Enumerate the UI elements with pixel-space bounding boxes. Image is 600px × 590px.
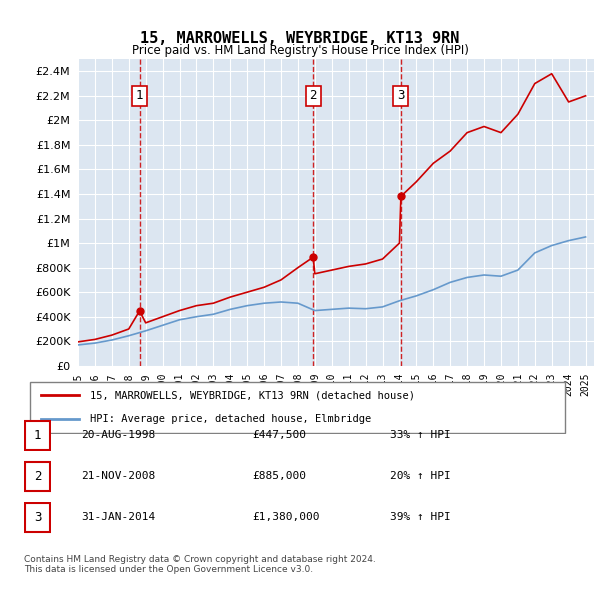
- Text: Price paid vs. HM Land Registry's House Price Index (HPI): Price paid vs. HM Land Registry's House …: [131, 44, 469, 57]
- Text: 15, MARROWELLS, WEYBRIDGE, KT13 9RN: 15, MARROWELLS, WEYBRIDGE, KT13 9RN: [140, 31, 460, 46]
- Text: 15, MARROWELLS, WEYBRIDGE, KT13 9RN (detached house): 15, MARROWELLS, WEYBRIDGE, KT13 9RN (det…: [90, 391, 415, 401]
- FancyBboxPatch shape: [25, 421, 50, 450]
- Text: 2: 2: [34, 470, 41, 483]
- Text: 33% ↑ HPI: 33% ↑ HPI: [390, 430, 451, 440]
- Text: 31-JAN-2014: 31-JAN-2014: [81, 513, 155, 522]
- Text: Contains HM Land Registry data © Crown copyright and database right 2024.: Contains HM Land Registry data © Crown c…: [24, 555, 376, 564]
- Text: £885,000: £885,000: [252, 471, 306, 481]
- Text: 39% ↑ HPI: 39% ↑ HPI: [390, 513, 451, 522]
- Text: 21-NOV-2008: 21-NOV-2008: [81, 471, 155, 481]
- Text: 3: 3: [34, 511, 41, 525]
- Text: £1,380,000: £1,380,000: [252, 513, 320, 522]
- Text: This data is licensed under the Open Government Licence v3.0.: This data is licensed under the Open Gov…: [24, 565, 313, 574]
- FancyBboxPatch shape: [25, 503, 50, 532]
- Text: 20-AUG-1998: 20-AUG-1998: [81, 430, 155, 440]
- Text: HPI: Average price, detached house, Elmbridge: HPI: Average price, detached house, Elmb…: [90, 414, 371, 424]
- Text: £447,500: £447,500: [252, 430, 306, 440]
- FancyBboxPatch shape: [29, 382, 565, 432]
- Text: 1: 1: [34, 428, 41, 442]
- FancyBboxPatch shape: [25, 462, 50, 491]
- Text: 3: 3: [397, 89, 404, 102]
- Text: 2: 2: [310, 89, 317, 102]
- Text: 20% ↑ HPI: 20% ↑ HPI: [390, 471, 451, 481]
- Text: 1: 1: [136, 89, 143, 102]
